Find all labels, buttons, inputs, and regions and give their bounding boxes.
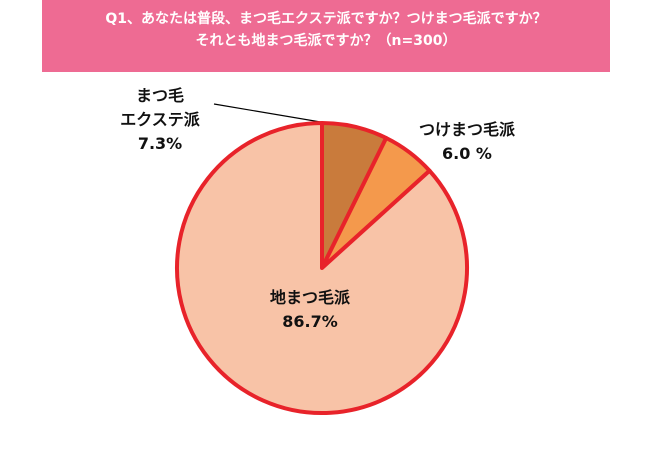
value-label: 7.3% [137, 134, 183, 153]
slice-label: 地まつ毛派 [269, 288, 350, 307]
title-banner [42, 0, 610, 72]
slice-label: まつ毛 エクステ派 [120, 86, 200, 129]
slice-label: つけまつ毛派 [418, 120, 515, 139]
value-label: 86.7% [282, 312, 338, 331]
value-label: 6.0 % [442, 144, 492, 163]
pie-slice [175, 121, 469, 415]
chart-title: Q1、あなたは普段、まつ毛エクステ派ですか？つけまつ毛派ですか？ それとも地まつ… [105, 11, 547, 49]
